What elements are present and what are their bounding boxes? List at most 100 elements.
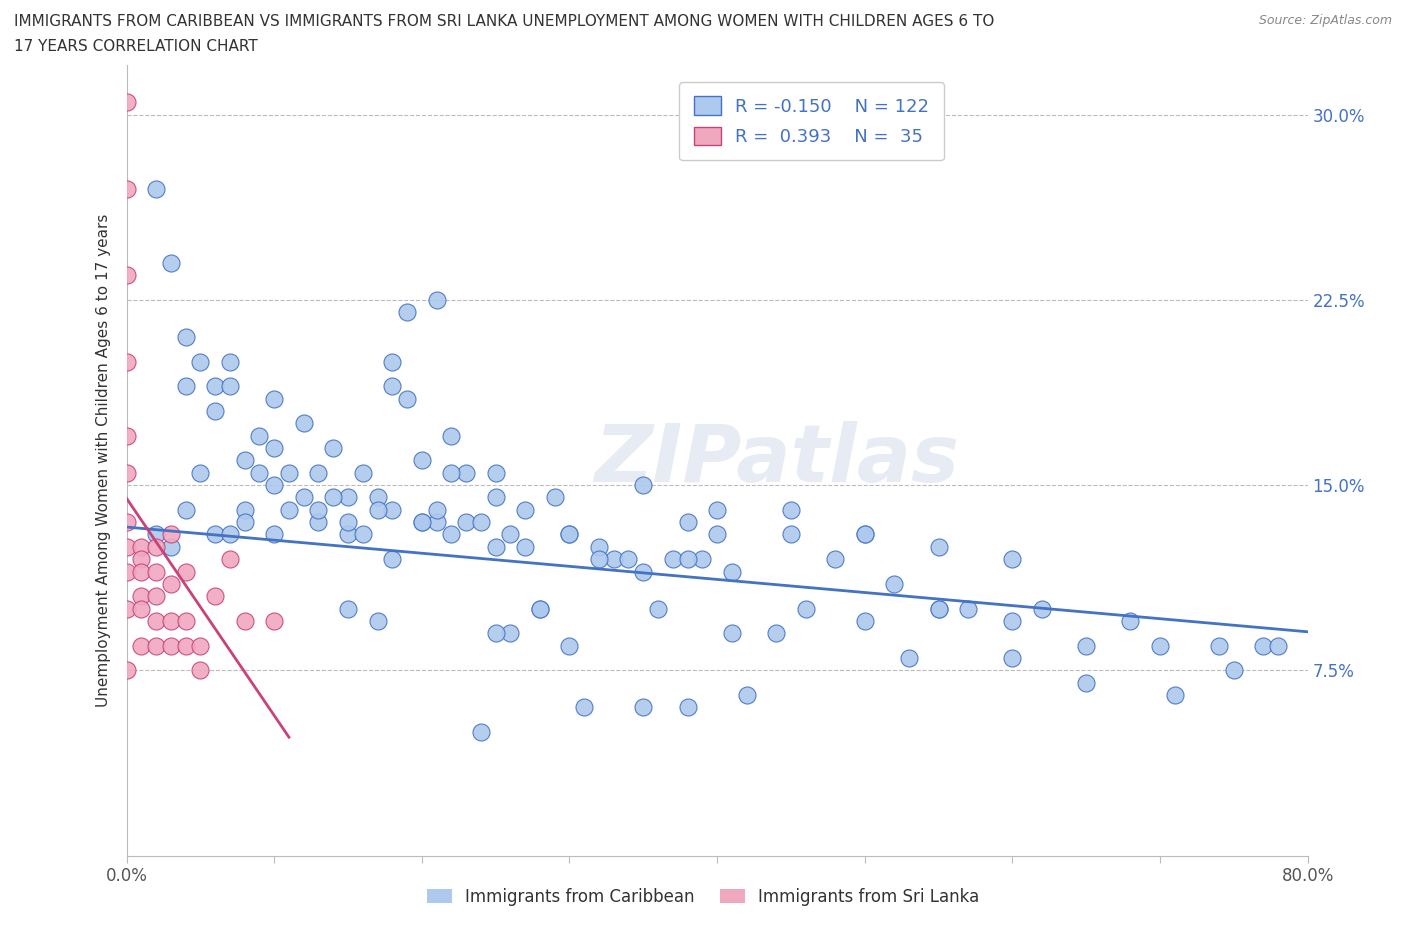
Y-axis label: Unemployment Among Women with Children Ages 6 to 17 years: Unemployment Among Women with Children A… <box>96 214 111 707</box>
Point <box>603 551 626 566</box>
Point <box>484 465 508 480</box>
Point <box>337 514 360 529</box>
Point <box>115 539 138 554</box>
Point <box>188 354 212 369</box>
Point <box>249 428 271 443</box>
Point <box>706 527 728 542</box>
Point <box>425 292 447 307</box>
Point <box>956 601 979 616</box>
Point <box>794 601 817 616</box>
Point <box>337 601 360 616</box>
Point <box>558 638 581 653</box>
Point <box>543 490 565 505</box>
Text: ZIPatlas: ZIPatlas <box>593 421 959 499</box>
Point <box>129 638 153 653</box>
Point <box>145 614 167 629</box>
Point <box>411 514 433 529</box>
Point <box>204 527 226 542</box>
Point <box>853 527 876 542</box>
Point <box>352 527 374 542</box>
Point <box>367 502 389 517</box>
Point <box>1001 551 1024 566</box>
Point <box>367 614 389 629</box>
Point <box>633 478 655 493</box>
Point <box>263 441 285 456</box>
Point <box>883 577 905 591</box>
Point <box>308 514 330 529</box>
Point <box>160 638 183 653</box>
Point <box>115 354 138 369</box>
Point <box>853 527 876 542</box>
Point <box>278 502 301 517</box>
Point <box>515 539 537 554</box>
Point <box>115 181 138 196</box>
Point <box>515 502 537 517</box>
Point <box>411 453 433 468</box>
Point <box>1076 675 1098 690</box>
Point <box>322 490 344 505</box>
Point <box>160 255 183 270</box>
Point <box>499 527 522 542</box>
Point <box>115 428 138 443</box>
Point <box>308 465 330 480</box>
Point <box>484 490 508 505</box>
Point <box>129 565 153 579</box>
Point <box>263 614 285 629</box>
Point <box>115 514 138 529</box>
Point <box>145 181 167 196</box>
Point <box>174 379 197 393</box>
Point <box>853 614 876 629</box>
Point <box>440 428 463 443</box>
Point <box>588 551 610 566</box>
Point <box>322 441 344 456</box>
Point <box>115 268 138 283</box>
Point <box>188 465 212 480</box>
Point <box>115 95 138 110</box>
Point <box>115 601 138 616</box>
Point <box>558 527 581 542</box>
Point <box>720 626 742 641</box>
Text: Source: ZipAtlas.com: Source: ZipAtlas.com <box>1258 14 1392 27</box>
Point <box>928 539 950 554</box>
Point <box>160 539 183 554</box>
Point <box>484 539 508 554</box>
Point <box>396 305 419 320</box>
Point <box>115 663 138 678</box>
Point <box>145 539 167 554</box>
Point <box>219 551 242 566</box>
Point <box>381 379 404 393</box>
Point <box>1031 601 1053 616</box>
Point <box>396 392 419 406</box>
Point <box>219 354 242 369</box>
Legend: Immigrants from Caribbean, Immigrants from Sri Lanka: Immigrants from Caribbean, Immigrants fr… <box>420 881 986 912</box>
Text: IMMIGRANTS FROM CARIBBEAN VS IMMIGRANTS FROM SRI LANKA UNEMPLOYMENT AMONG WOMEN : IMMIGRANTS FROM CARIBBEAN VS IMMIGRANTS … <box>14 14 994 29</box>
Point <box>735 687 758 702</box>
Point <box>1223 663 1246 678</box>
Point <box>1119 614 1142 629</box>
Point <box>188 663 212 678</box>
Point <box>278 465 301 480</box>
Point <box>1001 614 1024 629</box>
Point <box>219 527 242 542</box>
Point <box>484 626 508 641</box>
Point <box>411 514 433 529</box>
Point <box>129 539 153 554</box>
Point <box>129 601 153 616</box>
Point <box>1253 638 1275 653</box>
Point <box>633 700 655 715</box>
Point <box>263 392 285 406</box>
Point <box>425 502 447 517</box>
Point <box>1001 651 1024 666</box>
Point <box>558 527 581 542</box>
Point <box>470 514 492 529</box>
Point <box>928 601 950 616</box>
Point <box>204 379 226 393</box>
Point <box>145 589 167 604</box>
Point <box>381 551 404 566</box>
Point <box>1076 638 1098 653</box>
Point <box>633 565 655 579</box>
Point <box>1267 638 1289 653</box>
Point <box>249 465 271 480</box>
Point <box>308 502 330 517</box>
Point <box>381 354 404 369</box>
